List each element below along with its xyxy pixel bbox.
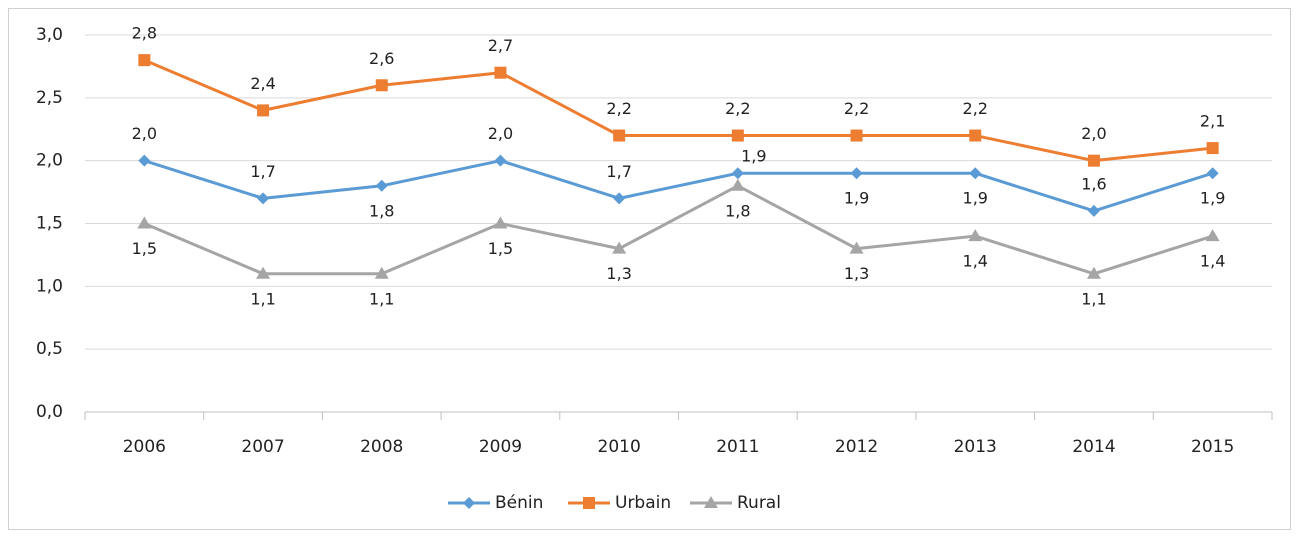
- data-label: 1,9: [1200, 189, 1225, 208]
- data-label: 1,3: [606, 264, 631, 283]
- data-label: 1,1: [1081, 289, 1106, 308]
- data-label: 2,0: [488, 124, 513, 143]
- data-point: [138, 54, 151, 67]
- legend-marker: [704, 496, 718, 508]
- data-label: 2,0: [1081, 124, 1106, 143]
- data-point: [850, 167, 863, 180]
- series-line: [143, 58, 1213, 163]
- data-point: [256, 266, 271, 279]
- y-tick-label: 1,0: [36, 276, 63, 296]
- data-point: [375, 179, 388, 192]
- data-label: 1,7: [606, 162, 631, 181]
- y-tick-label: 0,0: [36, 402, 63, 422]
- data-label: 1,4: [1200, 252, 1225, 271]
- legend-label: Urbain: [615, 493, 671, 513]
- x-tick-label: 2013: [954, 437, 997, 457]
- data-point: [1086, 266, 1101, 279]
- data-label: 1,8: [369, 201, 394, 220]
- data-label: 2,6: [369, 49, 394, 68]
- data-label: 1,1: [369, 289, 394, 308]
- y-tick-label: 2,0: [36, 151, 63, 171]
- data-point: [968, 229, 983, 242]
- series-line: [143, 159, 1214, 213]
- x-tick-label: 2008: [360, 437, 403, 457]
- y-tick-label: 2,5: [36, 88, 63, 108]
- data-point: [969, 167, 982, 180]
- data-label: 2,8: [132, 24, 157, 43]
- data-label: 1,5: [132, 239, 157, 258]
- data-label: 2,2: [725, 99, 750, 118]
- data-point: [257, 192, 270, 205]
- legend-label: Rural: [737, 493, 781, 513]
- data-point: [1206, 142, 1219, 155]
- data-label: 2,0: [132, 124, 157, 143]
- data-point: [1205, 229, 1220, 242]
- y-tick-label: 1,5: [36, 214, 63, 234]
- data-label: 1,3: [844, 264, 869, 283]
- data-label: 1,4: [963, 252, 988, 271]
- legend-marker: [463, 497, 475, 509]
- data-point: [493, 216, 508, 229]
- data-point: [613, 129, 626, 142]
- data-label: 1,6: [1081, 174, 1106, 193]
- data-point: [969, 129, 982, 142]
- x-tick-label: 2007: [241, 437, 284, 457]
- data-label: 2,7: [488, 36, 513, 55]
- data-point: [612, 241, 627, 254]
- y-tick-label: 3,0: [36, 25, 63, 45]
- x-tick-label: 2009: [479, 437, 522, 457]
- data-point: [730, 178, 745, 191]
- series-line: [143, 184, 1214, 276]
- data-point: [731, 129, 744, 142]
- x-tick-label: 2012: [835, 437, 878, 457]
- data-point: [1087, 204, 1100, 217]
- data-point: [494, 66, 507, 79]
- data-label: 2,2: [844, 99, 869, 118]
- data-point: [849, 241, 864, 254]
- legend-label: Bénin: [495, 493, 543, 513]
- data-label: 1,8: [725, 201, 750, 220]
- x-tick-label: 2010: [598, 437, 641, 457]
- data-point: [375, 79, 388, 92]
- x-tick-label: 2014: [1072, 437, 1115, 457]
- data-point: [137, 216, 152, 229]
- legend-marker: [583, 497, 595, 509]
- data-label: 1,1: [250, 289, 275, 308]
- data-point: [613, 192, 626, 205]
- data-label: 2,1: [1200, 112, 1225, 131]
- data-label: 1,9: [963, 189, 988, 208]
- x-tick-label: 2015: [1191, 437, 1234, 457]
- data-label: 2,4: [250, 74, 275, 93]
- data-point: [138, 154, 151, 167]
- x-tick-label: 2006: [123, 437, 166, 457]
- data-point: [257, 104, 270, 117]
- data-point: [374, 266, 389, 279]
- data-label: 1,9: [741, 147, 766, 166]
- data-label: 2,2: [963, 99, 988, 118]
- x-tick-label: 2011: [716, 437, 759, 457]
- data-point: [731, 167, 744, 180]
- data-label: 1,5: [488, 239, 513, 258]
- data-point: [1087, 154, 1100, 167]
- data-point: [850, 129, 863, 142]
- data-point: [1206, 167, 1219, 180]
- data-label: 1,7: [250, 162, 275, 181]
- data-label: 2,2: [606, 99, 631, 118]
- data-label: 1,9: [844, 189, 869, 208]
- y-tick-label: 0,5: [36, 339, 63, 359]
- data-point: [494, 154, 507, 167]
